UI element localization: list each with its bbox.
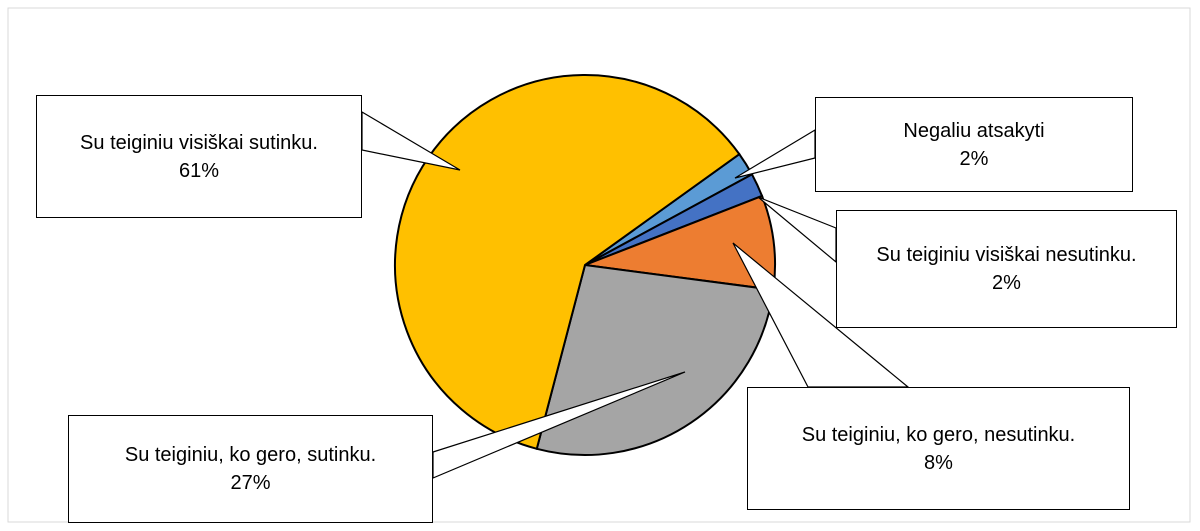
category-label: Su teiginiu, ko gero, sutinku. [124,444,377,466]
data-label-box: Su teiginiu, ko gero, nesutinku. 8% [747,387,1130,510]
category-label: Su teiginiu visiškai nesutinku. [876,244,1137,266]
data-label-box: Su teiginiu, ko gero, sutinku. 27% [68,415,433,523]
pie [394,74,776,456]
category-label: Negaliu atsakyti [903,119,1045,142]
callout-pointer [432,371,686,479]
callout-pointer [361,110,461,171]
category-label: Su teiginiu, ko gero, nesutinku. [801,423,1076,446]
value-label: 2% [959,147,989,170]
value-label: 2% [992,272,1021,294]
data-label-box: Su teiginiu visiškai sutinku. 61% [36,95,362,218]
category-label: Su teiginiu visiškai sutinku. [80,131,318,154]
value-label: 27% [230,472,271,494]
value-label: 8% [924,451,953,474]
value-label: 61% [178,159,220,182]
data-label-box: Negaliu atsakyti 2% [815,97,1133,192]
callout-pointers [361,110,910,479]
data-label-box: Su teiginiu visiškai nesutinku. 2% [836,210,1177,328]
